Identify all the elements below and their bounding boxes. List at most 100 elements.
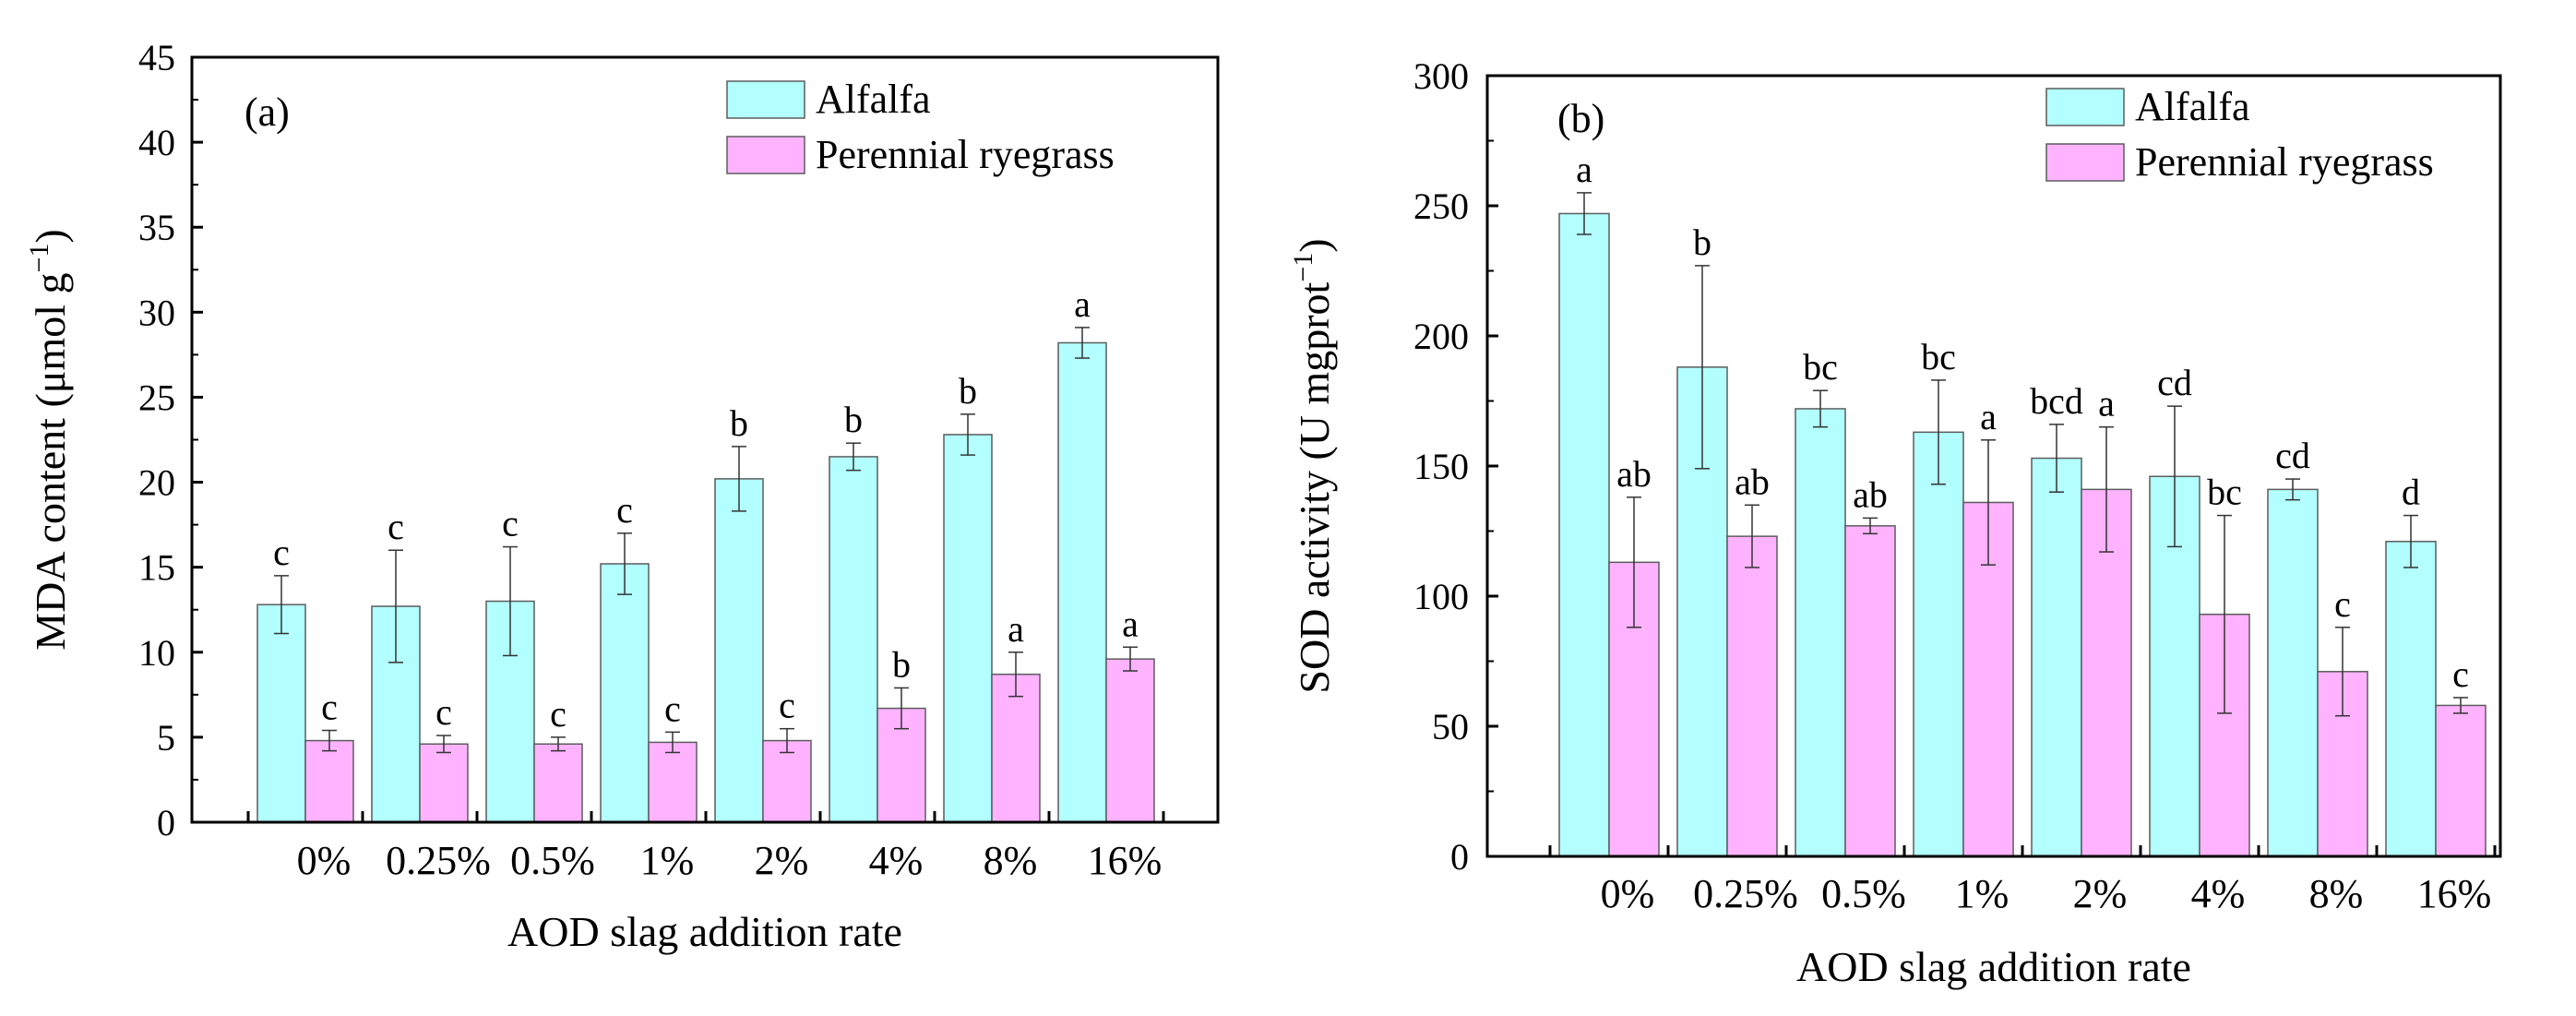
error-bar	[1123, 646, 1138, 672]
error-bar	[1577, 192, 1592, 235]
significance-letter: cd	[2157, 362, 2192, 403]
series-perennial-ryegrass: ab ab ab a a bc c c	[1608, 383, 2487, 857]
y-tick-label: 25	[138, 377, 175, 418]
bar	[1795, 408, 1846, 857]
y-axis-title-unit-exponent: −1	[24, 244, 54, 273]
y-tick-label: 30	[138, 292, 175, 333]
bar	[1844, 525, 1896, 857]
panel-label: (a)	[244, 90, 290, 135]
bar	[256, 604, 306, 823]
bar	[533, 743, 583, 823]
significance-letter: ab	[1853, 473, 1888, 515]
x-tick-label: 0.25%	[1693, 871, 1798, 916]
error-bar	[894, 687, 909, 730]
error-bar	[1695, 265, 1710, 470]
error-bar	[1863, 517, 1878, 535]
x-axis-title: AOD slag addition rate	[1796, 943, 2191, 990]
significance-letter: c	[435, 691, 452, 733]
y-tick-label: 200	[1413, 316, 1469, 357]
y-axis-title: MDA content (μmol g−1)	[24, 229, 74, 651]
x-tick-label: 2%	[755, 838, 809, 883]
y-tick-label: 40	[138, 122, 175, 163]
y-tick-label: 0	[157, 802, 175, 843]
y-tick-label: 35	[138, 207, 175, 248]
error-bar	[732, 446, 746, 512]
bar	[1913, 431, 1964, 857]
x-tick-label: 0.5%	[1821, 871, 1906, 916]
significance-letter: c	[664, 687, 681, 729]
significance-letter: c	[550, 693, 566, 735]
y-tick-label: 100	[1413, 576, 1469, 617]
bar	[648, 741, 698, 823]
x-tick-label: 2%	[2073, 871, 2128, 916]
error-bar	[2217, 514, 2232, 714]
y-tick-label: 150	[1413, 446, 1469, 487]
bar	[1057, 341, 1107, 823]
error-bar	[2167, 405, 2182, 548]
x-axis: 0% 0.25% 0.5% 1% 2% 4% 8% 16%	[1548, 845, 2497, 916]
error-bar	[2335, 627, 2350, 717]
error-bar	[617, 532, 632, 595]
error-bar	[1813, 389, 1828, 428]
legend-swatch-perennial-ryegrass	[726, 136, 805, 174]
significance-letter: a	[1576, 149, 1592, 190]
x-tick-label: 8%	[984, 838, 1038, 883]
error-bar	[274, 575, 289, 635]
x-tick-label: 1%	[1955, 871, 2010, 916]
significance-letter: c	[616, 489, 633, 531]
y-axis-title-close: )	[27, 229, 74, 243]
legend-swatch-perennial-ryegrass	[2045, 143, 2125, 182]
legend: Alfalfa Perennial ryegrass	[2045, 84, 2434, 185]
y-tick-label: 300	[1413, 55, 1469, 97]
x-tick-label: 1%	[640, 838, 695, 883]
x-tick-label: 16%	[2417, 871, 2492, 916]
bar	[304, 739, 354, 823]
y-tick-label: 10	[138, 632, 175, 674]
bar	[2267, 488, 2319, 857]
significance-letter: a	[1980, 396, 1997, 437]
significance-letter: b	[892, 643, 911, 685]
error-bar	[2403, 514, 2418, 568]
significance-letter: c	[779, 685, 795, 726]
legend-label-alfalfa: Alfalfa	[2135, 84, 2250, 129]
error-bar	[2099, 425, 2114, 553]
significance-letter: bcd	[2030, 380, 2083, 422]
x-tick-label: 0.25%	[386, 838, 491, 883]
significance-letter: c	[502, 503, 519, 544]
significance-letter: c	[273, 532, 290, 573]
significance-letter: d	[2402, 472, 2420, 513]
significance-letter: b	[730, 402, 748, 444]
y-tick-label: 250	[1413, 185, 1469, 227]
bar	[2031, 457, 2082, 857]
significance-letter: a	[1074, 283, 1091, 325]
series-perennial-ryegrass: c c c c c b a a	[304, 603, 1155, 823]
error-bar	[436, 735, 451, 754]
y-axis-title-unit-exponent: −1	[1288, 253, 1318, 282]
chart-panel-a: c c c c b b b a c c c c c b a a 0 5 10 15 20 25 30 35 40 45 0% 0.25…	[24, 37, 1220, 955]
error-bar	[2453, 697, 2468, 714]
error-bar	[665, 731, 680, 754]
y-axis: 0 50 100 150 200 250 300	[1413, 55, 1498, 878]
error-bar	[2285, 478, 2300, 501]
error-bar	[1008, 651, 1023, 698]
y-tick-label: 45	[138, 37, 175, 78]
error-bar	[503, 545, 518, 657]
significance-letter: a	[1008, 608, 1024, 650]
y-axis-title-close: )	[1291, 238, 1338, 252]
significance-letter: b	[959, 370, 977, 412]
bar	[829, 456, 878, 823]
bar	[2385, 541, 2437, 857]
error-bar	[388, 549, 403, 663]
error-bar	[1745, 504, 1759, 568]
x-tick-label: 0.5%	[510, 838, 595, 883]
y-tick-label: 5	[157, 717, 175, 759]
x-axis: 0% 0.25% 0.5% 1% 2% 4% 8% 16%	[246, 811, 1165, 883]
x-tick-label: 4%	[869, 838, 924, 883]
significance-letter: c	[321, 687, 338, 728]
significance-letter: b	[844, 399, 863, 440]
significance-letter: cd	[2275, 435, 2310, 476]
y-axis: 0 5 10 15 20 25 30 35 40 45	[138, 37, 203, 843]
